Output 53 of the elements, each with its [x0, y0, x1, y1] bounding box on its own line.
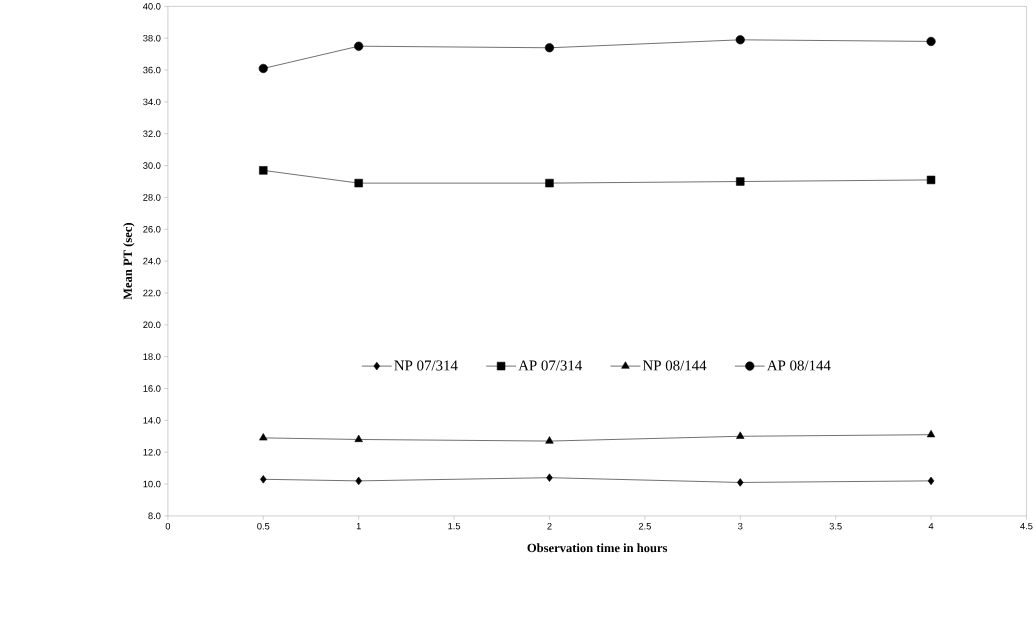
y-tick-label: 8.0 [148, 512, 161, 520]
y-tick-label: 26.0 [143, 225, 161, 233]
y-tick-label: 10.0 [143, 480, 161, 488]
x-tick-label: 4 [928, 522, 934, 530]
legend-label: AP 07/314 [518, 360, 583, 371]
y-tick-label: 12.0 [143, 448, 161, 456]
point [260, 475, 267, 484]
point [259, 166, 268, 175]
y-tick-label: 20.0 [143, 321, 161, 329]
x-tick-label: 3 [738, 522, 743, 530]
point [545, 178, 554, 188]
y-tick-label: 14.0 [143, 417, 161, 424]
y-tick-label: 40.0 [143, 3, 161, 10]
point [545, 436, 554, 444]
x-tick-label: 1.5 [448, 522, 461, 530]
x-tick-label: 0.5 [257, 522, 270, 530]
y-tick-label: 30.0 [143, 162, 161, 169]
point [927, 476, 935, 485]
legend-label: NP 08/144 [642, 360, 707, 371]
point [736, 177, 745, 186]
x-tick-label: 3.5 [829, 522, 842, 530]
x-tick-label: 2 [547, 522, 552, 530]
y-tick-label: 24.0 [143, 257, 161, 265]
point [355, 476, 362, 485]
x-tick-label: 2.5 [638, 522, 651, 530]
point [546, 473, 553, 482]
point [736, 431, 745, 439]
legend-label: AP 08/144 [766, 360, 831, 371]
y-tick-label: 36.0 [143, 66, 161, 74]
point [926, 175, 936, 185]
point [737, 478, 744, 487]
point [259, 433, 268, 441]
point [354, 434, 363, 442]
y-tick-label: 18.0 [143, 353, 161, 360]
point [544, 43, 555, 53]
point [926, 429, 936, 438]
point [258, 63, 268, 73]
y-tick-label: 38.0 [143, 34, 161, 42]
y-tick-label: 34.0 [143, 98, 161, 106]
point [354, 178, 363, 188]
x-tick-label: 0 [165, 522, 171, 530]
point [735, 35, 745, 45]
point [926, 36, 936, 46]
y-axis-title: Mean PT (sec) [123, 222, 135, 300]
y-tick-label: 16.0 [143, 385, 161, 392]
y-tick-label: 32.0 [143, 130, 161, 137]
y-tick-label: 22.0 [143, 289, 161, 297]
x-tick-label: 1 [356, 522, 361, 530]
point [354, 41, 364, 51]
x-tick-label: 4.5 [1020, 522, 1033, 530]
legend-label: NP 07/314 [394, 360, 458, 371]
x-axis-title: Observation time in hours [527, 543, 668, 553]
y-tick-label: 28.0 [143, 194, 161, 201]
